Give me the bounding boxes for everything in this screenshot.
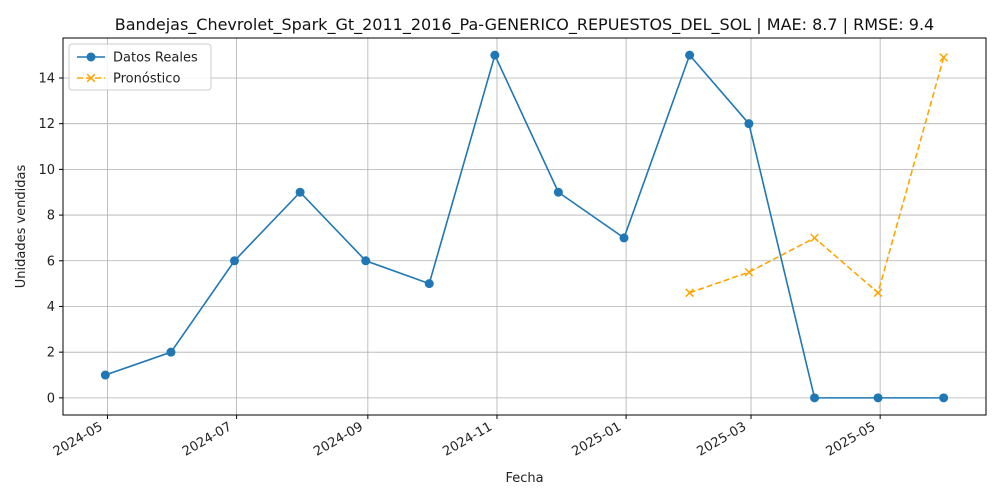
- x-tick-label: 2025-03: [694, 419, 749, 459]
- x-tick-label: 2025-01: [570, 419, 625, 459]
- axis-ticks: 2024-05 2024-07 2024-09 2024-11 2025-01 2025-…: [38, 71, 881, 460]
- y-tick-label: 4: [47, 300, 55, 315]
- data-point: [744, 119, 754, 129]
- data-point: [810, 393, 820, 403]
- series-layer: [100, 50, 949, 403]
- data-point: [424, 279, 434, 289]
- legend-label: Datos Reales: [113, 51, 198, 66]
- x-tick-label: 2025-05: [824, 419, 879, 459]
- forecast-point: [744, 267, 754, 277]
- x-tick-label: 2024-09: [311, 419, 366, 459]
- y-tick-label: 0: [47, 391, 55, 406]
- legend-label: Pronóstico: [113, 72, 180, 87]
- data-point: [685, 50, 695, 60]
- data-point: [939, 393, 949, 403]
- data-point: [553, 187, 563, 197]
- y-tick-label: 2: [47, 346, 55, 361]
- forecast-point: [685, 288, 694, 298]
- x-tick-label: 2024-07: [180, 419, 235, 459]
- y-tick-label: 8: [47, 209, 55, 224]
- y-tick-label: 10: [38, 163, 55, 178]
- data-point: [873, 393, 883, 403]
- y-axis-label: Unidades vendidas: [14, 165, 29, 289]
- y-tick-label: 12: [38, 117, 55, 132]
- plot-frame: [62, 37, 987, 416]
- forecast-point: [939, 53, 948, 62]
- forecast-point: [810, 233, 819, 243]
- x-tick-label: 2024-05: [51, 419, 106, 459]
- x-tick-label: 2024-11: [440, 419, 495, 459]
- legend: Datos Reales Pronóstico: [68, 43, 212, 91]
- chart-title: Bandejas_Chevrolet_Spark_Gt_2011_2016_Pa…: [115, 15, 934, 35]
- data-point: [619, 233, 629, 243]
- y-tick-label: 6: [47, 254, 55, 269]
- series-line-0: [105, 52, 944, 399]
- data-point: [361, 256, 371, 266]
- legend-marker: [86, 73, 96, 83]
- forecast-point: [873, 288, 883, 298]
- grid-lines: [63, 38, 986, 415]
- data-point: [490, 50, 500, 60]
- data-point: [100, 370, 110, 380]
- x-axis-label: Fecha: [505, 471, 543, 486]
- data-point: [229, 256, 239, 266]
- data-point: [166, 347, 176, 357]
- data-point: [295, 187, 305, 197]
- series-line-1: [689, 57, 945, 295]
- legend-marker: [86, 52, 96, 62]
- y-tick-label: 14: [38, 71, 55, 86]
